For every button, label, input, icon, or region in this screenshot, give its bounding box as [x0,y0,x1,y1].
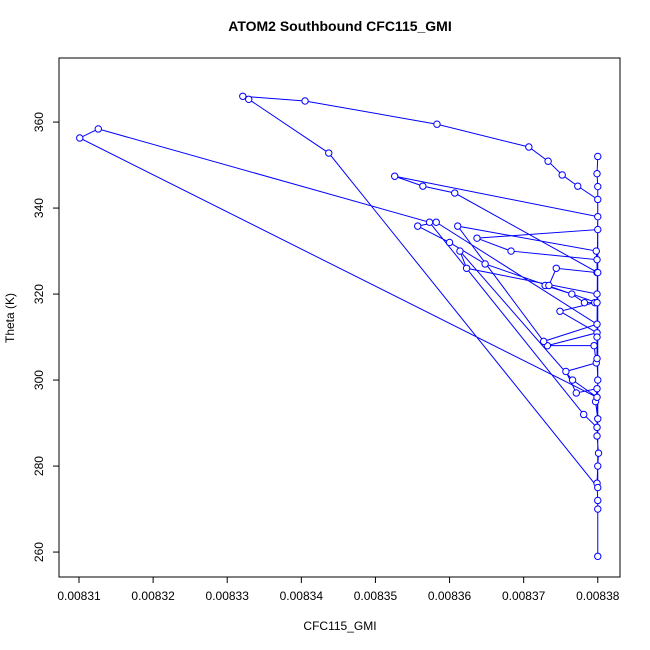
chart-title: ATOM2 Southbound CFC115_GMI [228,18,452,34]
x-tick-label: 0.00832 [131,589,175,603]
data-point [552,264,560,272]
x-tick-label: 0.00831 [57,589,101,603]
data-point [594,268,602,277]
data-point [544,157,552,165]
data-point [594,376,602,384]
data-point [454,222,462,230]
y-tick-label: 360 [32,112,46,132]
data-point [462,264,471,272]
data-point [568,376,577,384]
data-point [590,341,598,350]
data-point [568,290,576,298]
y-tick-label: 280 [32,456,46,476]
data-point [525,143,533,151]
data-point [572,389,580,397]
data-point [593,298,601,307]
data-point [433,120,441,128]
data-point [239,92,247,100]
y-tick-label: 300 [32,370,46,390]
data-point [556,307,564,315]
data-point [594,552,602,561]
data-point [473,234,481,242]
data-point [594,462,602,470]
data-point [594,449,603,457]
data-point [594,212,602,221]
x-tick-label: 0.00837 [502,589,546,603]
x-tick-label: 0.00836 [428,589,472,603]
y-tick-label: 340 [32,198,46,218]
data-point [593,393,601,401]
data-point [456,247,464,255]
data-point [391,172,399,180]
data-point [562,367,570,376]
data-point [594,496,602,505]
data-point [593,255,601,264]
x-tick-label: 0.00838 [576,589,620,603]
data-point [94,125,102,133]
x-tick-label: 0.00835 [354,589,398,603]
x-tick-label: 0.00834 [280,589,324,603]
plot-frame [58,57,621,578]
data-point [579,410,588,419]
data-point [558,171,566,179]
y-axis-label: Theta (K) [3,293,17,343]
data-point [545,281,553,290]
data-point [539,337,548,346]
data-point [574,182,582,190]
data-point [593,290,601,298]
data-point [325,149,333,157]
data-point [580,298,589,307]
data-point [76,134,84,142]
data-point [594,483,602,492]
data-point [593,333,601,341]
data-point [594,505,602,513]
data-point [593,320,601,328]
data-point [425,218,434,226]
data-point [593,169,601,178]
data-line [78,95,600,557]
data-point [593,432,601,440]
data-point [594,152,602,161]
y-tick-label: 260 [32,542,46,562]
data-point [419,182,427,190]
data-point [301,97,309,105]
x-tick-label: 0.00833 [206,589,250,603]
data-point [594,195,602,204]
data-point [594,415,602,423]
data-point [593,384,601,393]
y-tick-label: 320 [32,284,46,304]
data-point [507,247,515,255]
data-point [593,423,601,432]
data-point [445,238,454,247]
data-point [592,247,600,255]
data-point [413,222,422,230]
data-point [594,225,602,234]
x-axis-label: CFC115_GMI [303,619,376,633]
data-point [245,95,253,103]
data-point [593,354,601,363]
data-point [594,182,602,191]
data-point [451,189,459,197]
data-point [432,218,440,226]
data-point [481,260,489,268]
